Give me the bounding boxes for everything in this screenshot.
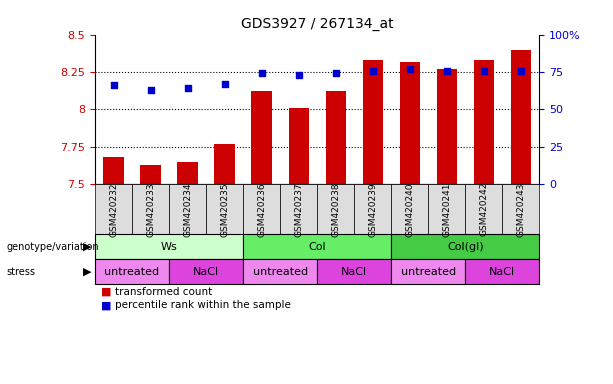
Text: percentile rank within the sample: percentile rank within the sample <box>115 300 291 310</box>
Text: GSM420232: GSM420232 <box>109 182 118 237</box>
Bar <box>511 50 531 184</box>
Text: Col(gl): Col(gl) <box>447 242 484 252</box>
Bar <box>104 157 124 184</box>
Text: ■: ■ <box>101 300 112 310</box>
Bar <box>177 162 198 184</box>
Point <box>183 85 192 91</box>
Text: GSM420234: GSM420234 <box>183 182 192 237</box>
Point <box>368 68 378 74</box>
Point <box>146 87 156 93</box>
Point <box>331 70 341 76</box>
Text: untreated: untreated <box>253 266 308 277</box>
Text: Ws: Ws <box>161 242 177 252</box>
Bar <box>363 60 383 184</box>
Text: untreated: untreated <box>104 266 159 277</box>
Point <box>442 68 452 74</box>
Bar <box>140 165 161 184</box>
Text: untreated: untreated <box>401 266 456 277</box>
Bar <box>326 91 346 184</box>
Point <box>219 81 229 87</box>
Bar <box>289 108 309 184</box>
Text: GSM420233: GSM420233 <box>146 182 155 237</box>
Text: genotype/variation: genotype/variation <box>6 242 99 252</box>
Text: GSM420237: GSM420237 <box>294 182 303 237</box>
Point <box>257 70 267 76</box>
Text: NaCl: NaCl <box>341 266 367 277</box>
Text: GSM420241: GSM420241 <box>443 182 451 237</box>
Text: stress: stress <box>6 266 35 277</box>
Text: GSM420239: GSM420239 <box>368 182 377 237</box>
Title: GDS3927 / 267134_at: GDS3927 / 267134_at <box>241 17 394 31</box>
Point <box>109 83 118 89</box>
Text: transformed count: transformed count <box>115 287 212 297</box>
Text: GSM420242: GSM420242 <box>479 182 489 237</box>
Bar <box>400 61 420 184</box>
Point <box>516 68 526 74</box>
Bar <box>251 91 272 184</box>
Text: GSM420240: GSM420240 <box>405 182 414 237</box>
Text: GSM420236: GSM420236 <box>257 182 266 237</box>
Text: NaCl: NaCl <box>489 266 516 277</box>
Text: ▶: ▶ <box>83 242 92 252</box>
Bar <box>215 144 235 184</box>
Text: ■: ■ <box>101 287 112 297</box>
Text: Col: Col <box>308 242 326 252</box>
Text: GSM420243: GSM420243 <box>516 182 525 237</box>
Text: GSM420235: GSM420235 <box>220 182 229 237</box>
Text: GSM420238: GSM420238 <box>331 182 340 237</box>
Bar <box>436 69 457 184</box>
Text: NaCl: NaCl <box>193 266 219 277</box>
Point <box>294 72 303 78</box>
Point <box>479 68 489 74</box>
Point <box>405 66 415 72</box>
Bar <box>474 60 494 184</box>
Text: ▶: ▶ <box>83 266 92 277</box>
